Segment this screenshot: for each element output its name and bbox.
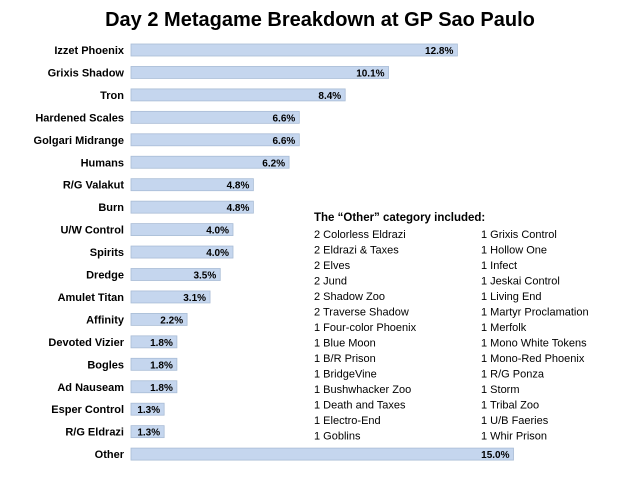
value-label: 4.0% <box>206 248 229 259</box>
category-label: Esper Control <box>51 404 124 416</box>
annotation-item: 1 Death and Taxes <box>314 400 406 412</box>
other-category-annotation: The “Other” category included: 2 Colorle… <box>314 212 589 443</box>
annotation-heading: The “Other” category included: <box>314 212 485 224</box>
annotation-item: 2 Elves <box>314 260 351 272</box>
bar <box>130 155 290 169</box>
bar <box>130 88 346 102</box>
category-label: Burn <box>98 202 124 214</box>
annotation-item: 1 Four-color Phoenix <box>314 322 417 334</box>
category-label: Spirits <box>90 247 124 259</box>
category-label: Golgari Midrange <box>34 135 124 147</box>
value-label: 10.1% <box>356 68 384 79</box>
category-label: Bogles <box>87 359 124 371</box>
value-label: 3.5% <box>193 271 216 282</box>
category-label: Affinity <box>86 314 125 326</box>
bar <box>130 380 178 394</box>
annotation-item: 2 Jund <box>314 276 347 288</box>
annotation-item: 1 R/G Ponza <box>481 369 545 381</box>
annotation-item: 1 BridgeVine <box>314 369 377 381</box>
value-label: 1.3% <box>137 405 160 416</box>
category-label: Humans <box>81 157 124 169</box>
category-label: Tron <box>100 90 124 102</box>
annotation-item: 1 Whir Prison <box>481 431 547 443</box>
value-label: 4.0% <box>206 226 229 237</box>
annotation-item: 2 Eldrazi & Taxes <box>314 245 399 257</box>
category-label: R/G Valakut <box>63 180 124 192</box>
annotation-item: 1 Merfolk <box>481 322 527 334</box>
bar <box>130 335 178 349</box>
annotation-item: 1 Tribal Zoo <box>481 400 539 412</box>
value-label: 4.8% <box>227 181 250 192</box>
bar <box>130 178 254 192</box>
annotation-item: 1 Mono-Red Phoenix <box>481 353 585 365</box>
category-label: U/W Control <box>60 225 124 237</box>
value-label: 15.0% <box>481 450 509 461</box>
value-label: 1.8% <box>150 338 173 349</box>
bar <box>130 357 178 371</box>
bar <box>130 425 165 439</box>
annotation-item: 2 Colorless Eldrazi <box>314 229 406 241</box>
value-labels: 12.8% 10.1% 8.4% 6.6% 6.6% 6.2% 4.8% 4.8% 4.0% 4.… <box>137 46 509 461</box>
category-label: Amulet Titan <box>58 292 125 304</box>
category-label: Other <box>95 449 125 461</box>
annotation-item: 1 Living End <box>481 291 542 303</box>
bar <box>130 245 234 259</box>
bar <box>130 290 211 304</box>
bar <box>130 268 221 281</box>
category-label: Devoted Vizier <box>48 337 124 349</box>
bar <box>130 312 188 326</box>
category-label: Hardened Scales <box>35 112 124 124</box>
annotation-item: 1 Jeskai Control <box>481 276 560 288</box>
category-label: Ad Nauseam <box>57 382 124 394</box>
value-label: 4.8% <box>227 203 250 214</box>
annotation-column-2: 1 Grixis Control 1 Hollow One 1 Infect 1 Je… <box>481 229 589 443</box>
annotation-item: 2 Traverse Shadow <box>314 307 409 319</box>
value-label: 6.6% <box>273 113 296 124</box>
annotation-item: 1 Hollow One <box>481 245 547 257</box>
chart-title: Day 2 Metagame Breakdown at GP Sao Paulo <box>105 9 535 31</box>
value-label: 6.2% <box>262 158 285 169</box>
bar <box>130 402 165 416</box>
annotation-item: 1 B/R Prison <box>314 353 376 365</box>
bar <box>130 43 458 57</box>
annotation-item: 1 Storm <box>481 384 520 396</box>
value-label: 8.4% <box>318 91 341 102</box>
bar <box>130 223 234 237</box>
bars-layer <box>130 43 514 461</box>
bar <box>130 200 254 214</box>
value-label: 2.2% <box>160 315 183 326</box>
bar <box>130 66 389 79</box>
bar <box>130 133 300 147</box>
value-label: 3.1% <box>183 293 206 304</box>
annotation-item: 1 Goblins <box>314 431 361 443</box>
annotation-item: 1 Mono White Tokens <box>481 338 587 350</box>
value-label: 1.8% <box>150 360 173 371</box>
value-label: 1.8% <box>150 383 173 394</box>
annotation-item: 2 Shadow Zoo <box>314 291 385 303</box>
annotation-item: 1 Martyr Proclamation <box>481 307 589 319</box>
value-label: 12.8% <box>425 46 453 57</box>
annotation-item: 1 Grixis Control <box>481 229 557 241</box>
annotation-item: 1 U/B Faeries <box>481 415 549 427</box>
category-labels: Izzet Phoenix Grixis Shadow Tron Hardened S… <box>34 45 125 461</box>
bar <box>130 447 514 461</box>
bar <box>130 110 300 124</box>
category-label: Grixis Shadow <box>48 67 125 79</box>
category-label: R/G Eldrazi <box>65 427 124 439</box>
annotation-item: 1 Infect <box>481 260 517 272</box>
category-label: Izzet Phoenix <box>54 45 125 57</box>
annotation-column-1: 2 Colorless Eldrazi 2 Eldrazi & Taxes 2 El… <box>314 229 417 443</box>
annotation-item: 1 Blue Moon <box>314 338 376 350</box>
category-label: Dredge <box>86 270 124 282</box>
annotation-item: 1 Bushwhacker Zoo <box>314 384 411 396</box>
value-label: 1.3% <box>137 428 160 439</box>
value-label: 6.6% <box>273 136 296 147</box>
annotation-item: 1 Electro-End <box>314 415 381 427</box>
